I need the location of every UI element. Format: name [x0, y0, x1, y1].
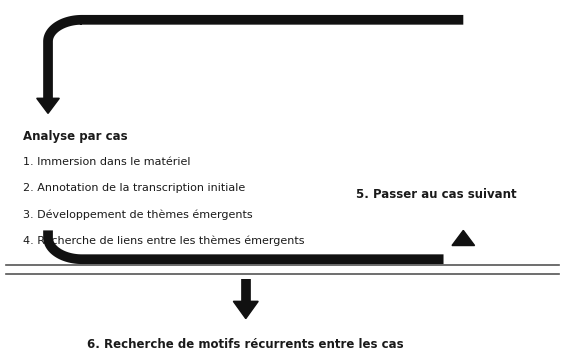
Polygon shape — [452, 230, 475, 246]
Text: 4. Recherche de liens entre les thèmes émergents: 4. Recherche de liens entre les thèmes é… — [23, 235, 304, 246]
Text: 6. Recherche de motifs récurrents entre les cas: 6. Recherche de motifs récurrents entre … — [88, 338, 404, 351]
Text: 5. Passer au cas suivant: 5. Passer au cas suivant — [356, 188, 516, 201]
Text: Analyse par cas: Analyse par cas — [23, 130, 127, 143]
Text: 1. Immersion dans le matériel: 1. Immersion dans le matériel — [23, 157, 190, 167]
Text: 2. Annotation de la transcription initiale: 2. Annotation de la transcription initia… — [23, 183, 245, 193]
Polygon shape — [233, 301, 258, 319]
Polygon shape — [37, 98, 59, 113]
Text: 3. Développement de thèmes émergents: 3. Développement de thèmes émergents — [23, 209, 252, 220]
